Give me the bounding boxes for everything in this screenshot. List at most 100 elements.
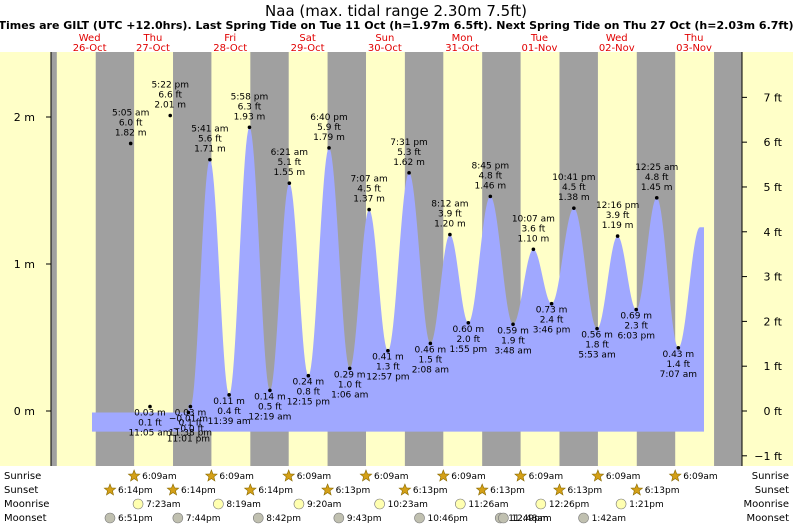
low-tide-label: 12:57 pm bbox=[366, 373, 409, 383]
sunset-time: 6:14pm bbox=[181, 486, 216, 496]
high-tide-label: 1.46 m bbox=[474, 181, 506, 191]
moonrise-moon-icon bbox=[455, 498, 466, 510]
sunset-row-label-right: Sunset bbox=[755, 485, 789, 496]
sunset-time: 6:14pm bbox=[118, 486, 153, 496]
high-tide-label: 1.93 m bbox=[234, 112, 266, 122]
high-tide-label: 5:05 am bbox=[112, 108, 149, 118]
day-margin-left bbox=[0, 52, 51, 466]
moonrise-row-label-right: Moonrise bbox=[744, 499, 789, 510]
high-tide-label: 6.6 ft bbox=[158, 91, 182, 101]
low-tide-label: −0.0 ft bbox=[173, 424, 205, 434]
low-tide-label: 2.3 ft bbox=[624, 322, 648, 332]
low-tide-label: 0.11 m bbox=[213, 397, 245, 407]
moonset-moon-icon bbox=[252, 512, 264, 524]
tide-point bbox=[549, 301, 554, 306]
high-tide-label: 1.38 m bbox=[558, 193, 590, 203]
low-tide-label: 0.29 m bbox=[334, 370, 366, 380]
high-tide-label: 6:40 pm bbox=[310, 113, 348, 123]
tide-point bbox=[168, 113, 173, 118]
moonrise-time: 11:26am bbox=[468, 500, 508, 510]
low-tide-label: 11:39 am bbox=[208, 417, 251, 427]
high-tide-label: 5.6 ft bbox=[198, 135, 222, 145]
right-tick-label: 0 ft bbox=[764, 405, 783, 418]
high-tide-label: 3.9 ft bbox=[606, 211, 630, 221]
tide-point bbox=[287, 181, 292, 185]
tide-point bbox=[306, 373, 311, 378]
day-date: 30-Oct bbox=[368, 43, 402, 54]
moonset-moon-icon bbox=[104, 512, 116, 524]
right-tick-label: 2 ft bbox=[764, 315, 783, 328]
sunrise-time: 6:09am bbox=[451, 472, 486, 482]
high-tide-label: 6.0 ft bbox=[119, 118, 143, 128]
tide-point bbox=[247, 125, 252, 130]
low-tide-label: 6:03 pm bbox=[617, 332, 655, 342]
high-tide-label: 5.1 ft bbox=[277, 158, 301, 168]
high-tide-label: 8:45 pm bbox=[472, 161, 510, 171]
sunrise-time: 6:09am bbox=[606, 472, 641, 482]
sunrise-sun-icon bbox=[668, 469, 682, 482]
day-name: Mon bbox=[452, 33, 473, 44]
high-tide-label: 4.8 ft bbox=[645, 173, 669, 183]
left-tick-label: 0 m bbox=[14, 405, 35, 418]
tide-point bbox=[186, 410, 191, 415]
low-tide-label: 0.24 m bbox=[293, 378, 325, 388]
right-tick-label: 3 ft bbox=[764, 271, 783, 284]
moonset-row-label-right: Moonset bbox=[747, 513, 790, 524]
high-tide-label: 1.37 m bbox=[353, 195, 385, 205]
low-tide-label: 1.9 ft bbox=[501, 336, 525, 346]
tide-point bbox=[448, 232, 452, 237]
moonset-time: 10:46pm bbox=[428, 514, 468, 524]
low-tide-label: 0.59 m bbox=[497, 326, 529, 336]
low-tide-label: 0.1 ft bbox=[179, 419, 203, 429]
moonset-time: 11:49pm bbox=[508, 514, 548, 524]
day-name: Sat bbox=[299, 33, 315, 44]
tide-point bbox=[327, 146, 331, 150]
day-name: Thu bbox=[684, 33, 704, 44]
right-tick-label: 7 ft bbox=[764, 91, 783, 104]
sunrise-row-label-right: Sunrise bbox=[752, 471, 789, 482]
low-tide-label: 7:07 am bbox=[660, 370, 697, 380]
sunrise-sun-icon bbox=[514, 469, 528, 482]
moonset-time: 8:42pm bbox=[266, 514, 301, 524]
sunset-row-label-left: Sunset bbox=[4, 485, 38, 496]
high-tide-label: 4.5 ft bbox=[357, 185, 381, 195]
low-tide-label: 0.41 m bbox=[372, 353, 404, 363]
high-tide-label: 5:41 am bbox=[191, 125, 228, 135]
moonrise-time: 8:19am bbox=[226, 500, 261, 510]
moonset-row-label-left: Moonset bbox=[4, 513, 47, 524]
high-tide-label: 5:58 pm bbox=[231, 92, 269, 102]
tide-point bbox=[466, 321, 471, 325]
sunset-time: 6:13pm bbox=[490, 486, 525, 496]
high-tide-label: 1.82 m bbox=[115, 128, 147, 138]
sunset-time: 6:13pm bbox=[567, 486, 602, 496]
tide-curve bbox=[92, 127, 704, 432]
right-tick-label: 5 ft bbox=[764, 181, 783, 194]
high-tide-label: 6:21 am bbox=[271, 148, 308, 158]
high-tide-label: 6.3 ft bbox=[238, 102, 262, 112]
low-tide-label: 1.5 ft bbox=[419, 355, 443, 365]
sunset-sun-icon bbox=[398, 483, 412, 496]
sunset-time: 6:14pm bbox=[258, 486, 293, 496]
tide-point bbox=[511, 322, 515, 327]
high-tide-label: 1.19 m bbox=[602, 221, 634, 231]
low-tide-label: 5:53 am bbox=[578, 351, 615, 361]
day-date: 29-Oct bbox=[291, 43, 325, 54]
day-date: 02-Nov bbox=[599, 43, 635, 54]
high-tide-label: 5.3 ft bbox=[397, 148, 421, 158]
tide-point bbox=[407, 171, 411, 175]
low-tide-label: 0.43 m bbox=[662, 350, 694, 360]
moonset-time: 6:51pm bbox=[118, 514, 153, 524]
moonrise-moon-icon bbox=[535, 498, 547, 510]
tide-point bbox=[634, 307, 639, 312]
low-tide-label: 0.73 m bbox=[536, 306, 568, 316]
high-tide-label: 10:41 pm bbox=[552, 173, 595, 183]
low-tide-label: −0.01 m bbox=[169, 414, 208, 424]
tide-point bbox=[128, 141, 133, 146]
right-tick-label: 1 ft bbox=[764, 360, 783, 373]
tide-point bbox=[531, 247, 536, 252]
high-tide-label: 4.8 ft bbox=[478, 171, 502, 181]
low-tide-label: 0.5 ft bbox=[258, 402, 282, 412]
high-tide-label: 1.79 m bbox=[313, 133, 345, 143]
